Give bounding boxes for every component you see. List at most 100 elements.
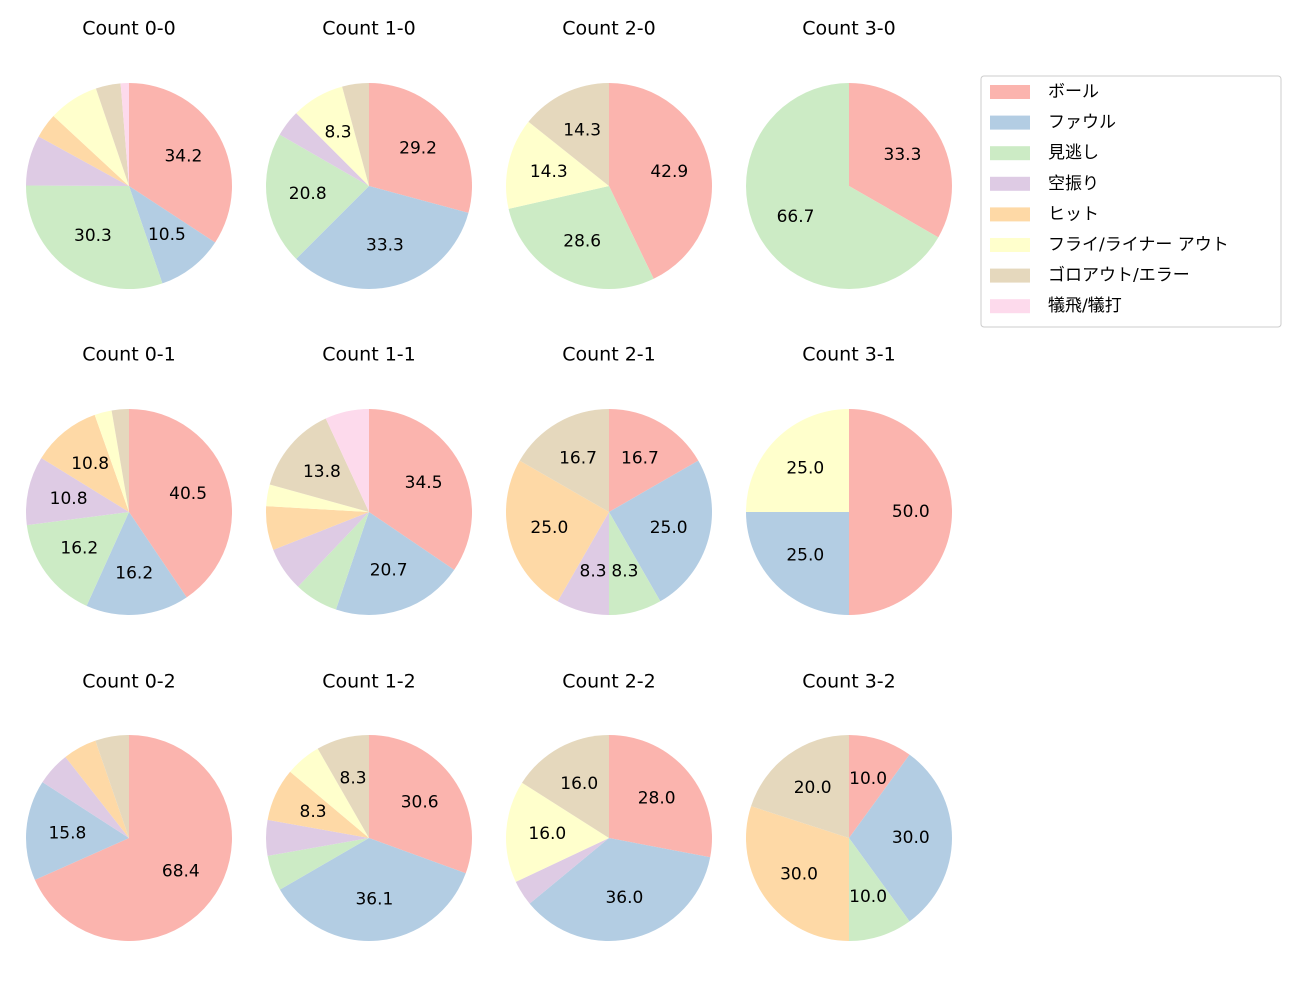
- pie-slice: [279, 113, 369, 186]
- chart-title: Count 1-2: [322, 671, 416, 693]
- legend-swatch: [990, 238, 1030, 252]
- slice-label: 16.2: [60, 539, 98, 559]
- slice-label: 50.0: [892, 502, 930, 522]
- pie-slice: [317, 735, 369, 838]
- slice-label: 25.0: [530, 518, 568, 538]
- chart-title: Count 2-0: [562, 18, 656, 40]
- slice-label: 8.3: [340, 768, 367, 788]
- pie-slice: [26, 136, 130, 186]
- legend-label: 見逃し: [1048, 143, 1099, 163]
- legend-swatch: [990, 207, 1030, 222]
- chart-title: Count 2-2: [562, 671, 656, 693]
- pie-slice: [609, 735, 713, 858]
- slice-label: 25.0: [786, 458, 824, 478]
- pie-slice: [269, 418, 369, 512]
- pie-slice: [609, 409, 699, 512]
- pie-slice: [746, 512, 849, 615]
- pie-slice: [369, 735, 473, 874]
- legend-swatch: [990, 115, 1030, 130]
- slice-label: 14.3: [530, 162, 568, 182]
- pie-slice: [266, 134, 369, 259]
- slice-label: 30.3: [74, 226, 112, 246]
- chart-title: Count 0-2: [82, 671, 176, 693]
- pie-slice: [267, 771, 369, 838]
- legend-label: 犠飛/犠打: [1048, 296, 1122, 316]
- pie-slice: [38, 116, 129, 186]
- slice-label: 30.0: [892, 828, 930, 848]
- pie-slice: [129, 186, 216, 284]
- pie-slice: [95, 735, 129, 838]
- legend-swatch: [990, 146, 1030, 161]
- pie-slice: [267, 838, 369, 890]
- slice-label: 10.8: [71, 454, 109, 474]
- pie-slice: [745, 83, 939, 289]
- pie-slice: [298, 512, 369, 610]
- slice-label: 16.0: [560, 774, 598, 794]
- pie-slice: [86, 512, 187, 615]
- chart-title: Count 0-1: [82, 344, 176, 366]
- pie-slice: [266, 819, 369, 856]
- slice-label: 30.0: [780, 864, 818, 884]
- pie-slice: [266, 484, 369, 512]
- pie-slice: [505, 460, 609, 602]
- pie-slice: [515, 838, 609, 904]
- pie-slice: [111, 409, 129, 512]
- slice-label: 68.4: [162, 862, 200, 882]
- slice-label: 8.3: [325, 123, 352, 143]
- pie-slice: [519, 409, 609, 512]
- pie-slice: [120, 83, 129, 186]
- pie-slice: [296, 86, 369, 186]
- slice-label: 10.8: [50, 489, 88, 509]
- slice-label: 28.0: [638, 789, 676, 809]
- slice-label: 28.6: [563, 232, 601, 252]
- chart-title: Count 2-1: [562, 344, 656, 366]
- pie-slice: [296, 186, 469, 289]
- pie-slice: [528, 83, 609, 186]
- slice-label: 20.8: [289, 184, 327, 204]
- pie-slice: [369, 83, 472, 213]
- slice-label: 10.0: [849, 769, 887, 789]
- pie-slice: [506, 121, 609, 209]
- legend-label: フライ/ライナー アウト: [1048, 235, 1229, 255]
- slice-label: 13.8: [303, 462, 341, 482]
- slice-label: 30.6: [401, 793, 439, 813]
- pie-slice: [94, 410, 129, 512]
- pie-slice: [325, 409, 369, 512]
- slice-label: 15.8: [48, 823, 86, 843]
- pie-slice: [342, 83, 369, 186]
- pie-slice: [609, 83, 713, 279]
- slice-label: 40.5: [169, 484, 207, 504]
- slice-label: 8.3: [611, 562, 638, 582]
- legend-swatch: [990, 176, 1030, 191]
- pie-slice: [335, 512, 455, 615]
- legend-label: ファウル: [1048, 113, 1116, 133]
- pie-slice: [129, 409, 233, 598]
- pie-slice: [95, 83, 129, 186]
- slice-label: 34.5: [405, 473, 443, 493]
- pie-slice: [609, 460, 712, 602]
- pie-slice: [290, 748, 369, 838]
- slice-label: 14.3: [563, 120, 601, 140]
- pie-slice: [529, 838, 711, 941]
- chart-title: Count 0-0: [82, 18, 176, 40]
- pie-slice: [751, 735, 849, 838]
- pie-slice: [279, 838, 466, 942]
- pie-slice: [508, 186, 654, 289]
- slice-label: 20.0: [794, 778, 832, 798]
- slice-label: 36.1: [355, 890, 393, 910]
- pie-slice: [41, 414, 130, 512]
- pie-slice: [65, 740, 129, 838]
- pie-slice: [26, 512, 129, 606]
- legend-label: 空振り: [1048, 174, 1099, 194]
- legend-label: ボール: [1048, 82, 1099, 102]
- pie-slice: [25, 782, 130, 880]
- slice-label: 42.9: [650, 162, 688, 182]
- slice-label: 66.7: [777, 207, 815, 227]
- legend-swatch: [990, 85, 1030, 99]
- pie-slice: [42, 756, 129, 838]
- legend-swatch: [990, 299, 1030, 314]
- slice-label: 36.0: [605, 888, 643, 908]
- pie-slice: [557, 512, 609, 615]
- legend-label: ヒット: [1048, 204, 1099, 224]
